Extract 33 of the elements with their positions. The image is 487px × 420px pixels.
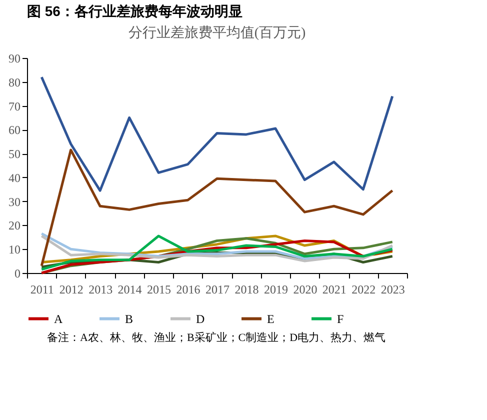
y-tick-label: 20	[8, 218, 20, 233]
legend-label: B	[125, 312, 134, 326]
y-tick-label: 50	[8, 147, 20, 162]
legend-label: A	[54, 312, 63, 326]
y-tick-label: 40	[8, 170, 20, 185]
x-tick-label: 2023	[380, 282, 405, 296]
x-tick-label: 2012	[59, 282, 84, 296]
line-series	[40, 148, 394, 268]
legend-label: D	[196, 312, 205, 326]
x-tick-label: 2021	[322, 282, 346, 296]
chart-subtitle: 分行业差旅费平均值(百万元)	[128, 25, 306, 41]
y-tick-label: 10	[8, 242, 20, 257]
x-tick-label: 2014	[118, 282, 142, 296]
legend-label: F	[337, 312, 344, 326]
chart-title: 图 56：各行业差旅费每年波动明显	[27, 3, 242, 19]
x-tick-label: 2011	[30, 282, 54, 296]
y-tick-label: 80	[8, 75, 20, 90]
y-tick-label: 0	[14, 266, 20, 280]
line-series	[40, 76, 394, 192]
legend-label: E	[267, 312, 274, 326]
x-tick-label: 2022	[352, 282, 376, 296]
y-tick-label: 70	[8, 99, 20, 114]
text: 备注：A农、林、牧、渔业；B采矿业；C制造业；D电力、热力、燃气	[47, 331, 386, 344]
x-tick-label: 2013	[88, 282, 113, 296]
x-tick-label: 2017	[206, 282, 230, 296]
x-tick-label: 2020	[293, 282, 318, 296]
x-tick-label: 2015	[147, 282, 172, 296]
y-tick-label: 90	[8, 52, 20, 66]
x-tick-label: 2019	[264, 282, 288, 296]
y-tick-label: 60	[8, 123, 20, 138]
x-tick-label: 2018	[234, 282, 259, 296]
y-tick-label: 30	[8, 194, 20, 209]
x-tick-label: 2016	[176, 282, 200, 296]
